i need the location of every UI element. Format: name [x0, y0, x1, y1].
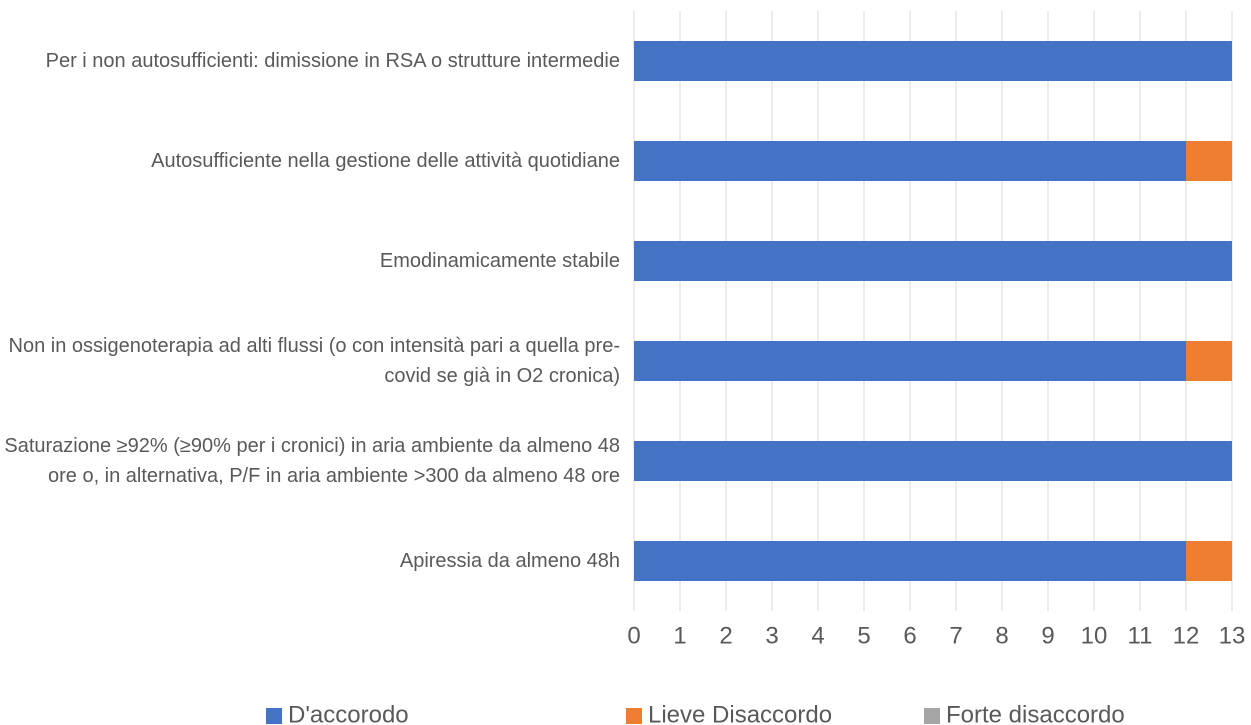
legend-swatch — [924, 708, 940, 724]
y-tick-label: Emodinamicamente stabile — [379, 250, 620, 272]
legend-swatch — [626, 708, 642, 724]
bar-segment — [634, 541, 1186, 581]
y-tick-label: Apiressia da almeno 48h — [399, 550, 620, 572]
y-tick-label: Saturazione ≥92% (≥90% per i cronici) in… — [4, 435, 620, 487]
bar-segment — [1186, 141, 1232, 181]
y-tick-label: Non in ossigenoterapia ad alti flussi (o… — [8, 335, 620, 387]
legend-label: Forte disaccordo — [946, 701, 1125, 725]
bar-segment — [1186, 341, 1232, 381]
bar-segment — [1186, 541, 1232, 581]
y-tick-label: Autosufficiente nella gestione delle att… — [151, 150, 620, 172]
legend-label: Lieve Disaccordo — [648, 701, 832, 725]
x-tick-label: 2 — [719, 622, 732, 649]
x-tick-label: 5 — [857, 622, 870, 649]
x-tick-label: 11 — [1128, 622, 1153, 649]
x-tick-label: 8 — [995, 622, 1008, 649]
x-tick-label: 10 — [1081, 622, 1108, 649]
x-tick-label: 13 — [1219, 622, 1246, 649]
x-tick-label: 9 — [1041, 622, 1054, 649]
bar-segment — [634, 241, 1232, 281]
x-tick-label: 3 — [765, 622, 778, 649]
x-tick-label: 4 — [811, 622, 824, 649]
legend-label: D'accorodo — [288, 701, 409, 725]
bar-segment — [634, 341, 1186, 381]
y-tick-label: Per i non autosufficienti: dimissione in… — [45, 50, 620, 72]
x-tick-label: 0 — [627, 622, 640, 649]
legend-swatch — [266, 708, 282, 724]
x-tick-label: 6 — [903, 622, 916, 649]
x-tick-label: 7 — [949, 622, 962, 649]
bar-segment — [634, 41, 1232, 81]
x-tick-label: 12 — [1173, 622, 1200, 649]
x-tick-label: 1 — [673, 622, 686, 649]
bar-segment — [634, 141, 1186, 181]
bar-segment — [634, 441, 1232, 481]
